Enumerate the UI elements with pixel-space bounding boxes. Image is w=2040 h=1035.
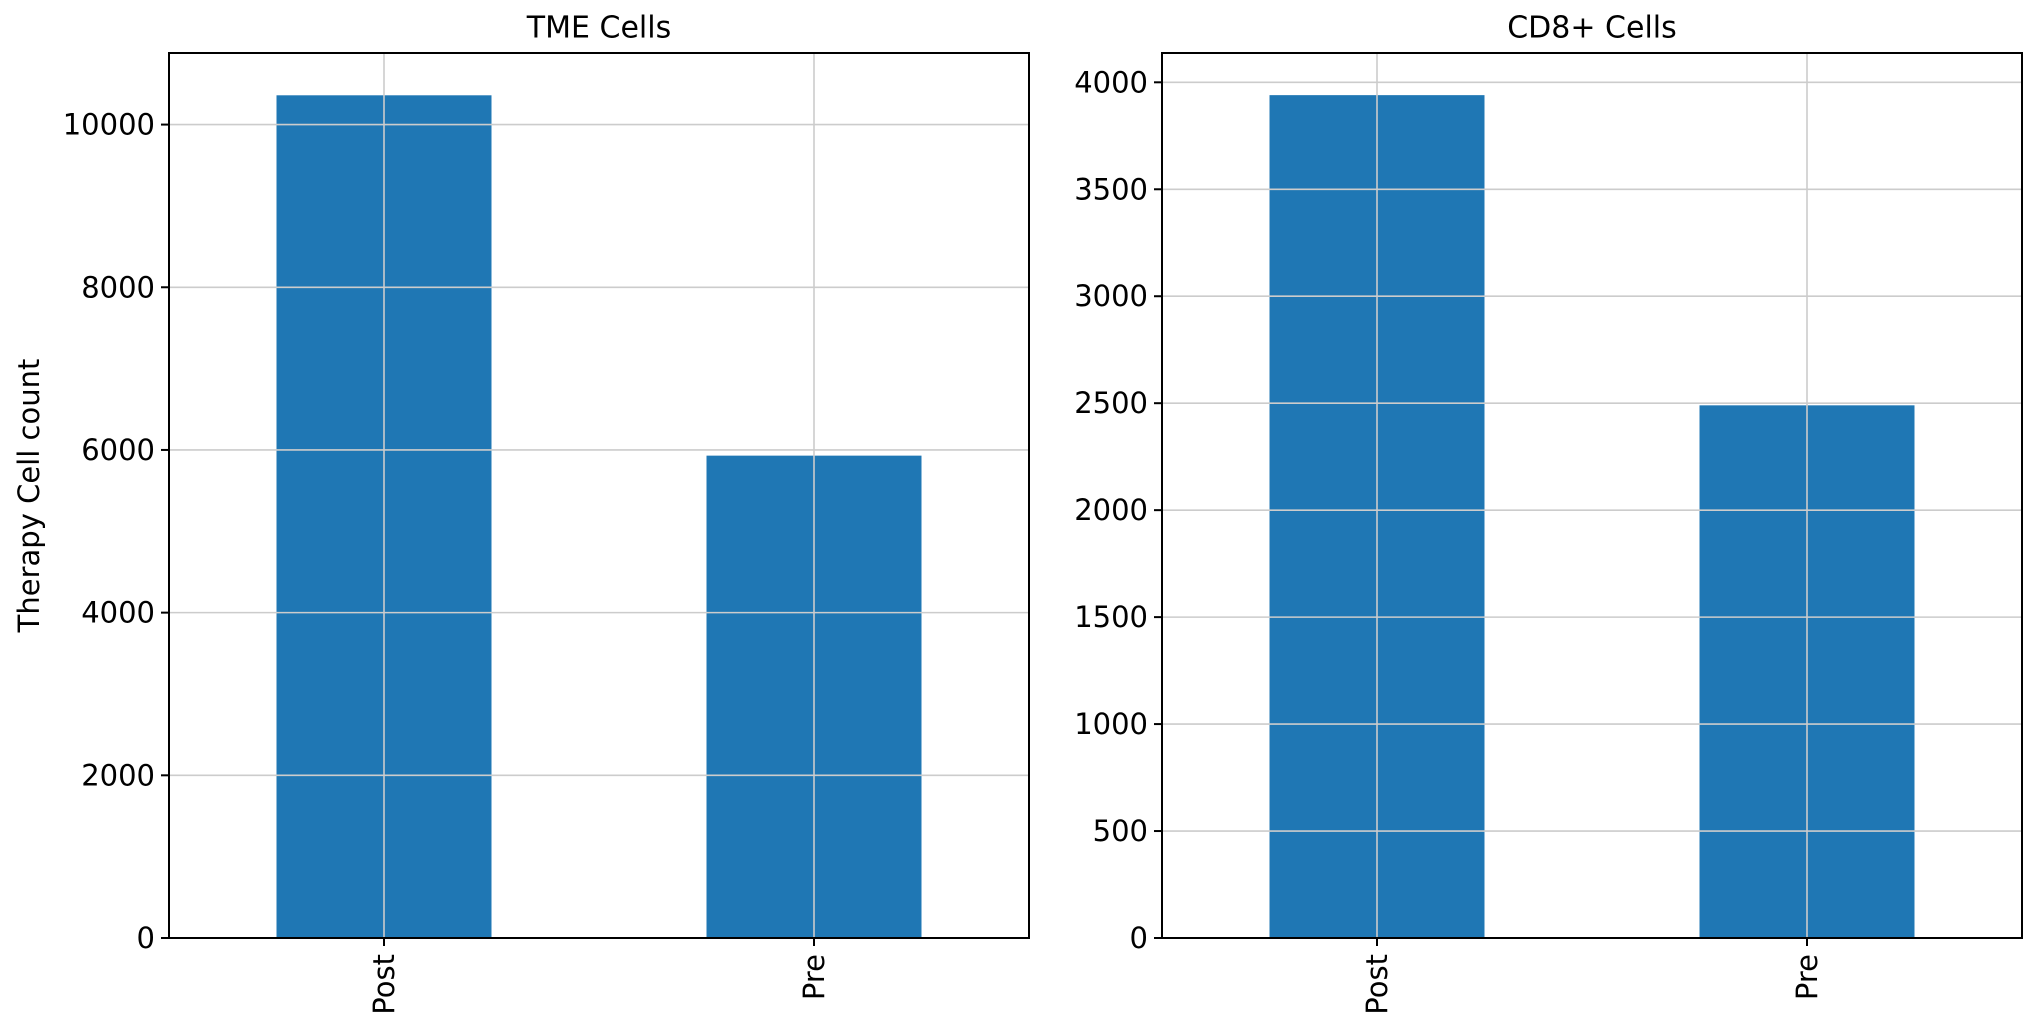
x-tick-label-pre: Pre: [1790, 954, 1824, 1000]
y-tick-label: 3500: [1074, 172, 1148, 206]
x-tick-label-pre: Pre: [797, 954, 831, 1000]
y-tick-label: 500: [1093, 814, 1148, 848]
plot-frame: [168, 52, 1030, 939]
y-tick-label: 4000: [1074, 65, 1148, 99]
chart-title: CD8+ Cells: [1507, 11, 1677, 46]
y-tick-label: 8000: [81, 270, 155, 304]
chart-tme-cells: 0 2000 4000 6000 8000 10000 Post Pre TME Cells Th…: [12, 11, 1030, 1015]
y-tick-label: 0: [1130, 921, 1148, 955]
y-tick-label: 10000: [63, 108, 155, 142]
x-tick-label-post: Post: [1360, 954, 1394, 1015]
y-tick-label: 2000: [1074, 493, 1148, 527]
y-tick-label: 4000: [81, 596, 155, 630]
y-tick-label: 3000: [1074, 279, 1148, 313]
y-tick-label: 0: [137, 921, 155, 955]
chart-title: TME Cells: [526, 11, 671, 46]
y-axis-label: Therapy Cell count: [12, 359, 46, 634]
x-tick-label-post: Post: [367, 954, 401, 1015]
y-tick-label: 1000: [1074, 707, 1148, 741]
chart-cd8-cells: 0 500 1000 1500 2000 2500 3000 3500 4000 Post Pre C…: [1074, 11, 2023, 1015]
y-tick-label: 1500: [1074, 600, 1148, 634]
y-tick-label: 2500: [1074, 386, 1148, 420]
y-tick-label: 2000: [81, 758, 155, 792]
y-tick-label: 6000: [81, 433, 155, 467]
plot-frame: [1161, 52, 2023, 939]
